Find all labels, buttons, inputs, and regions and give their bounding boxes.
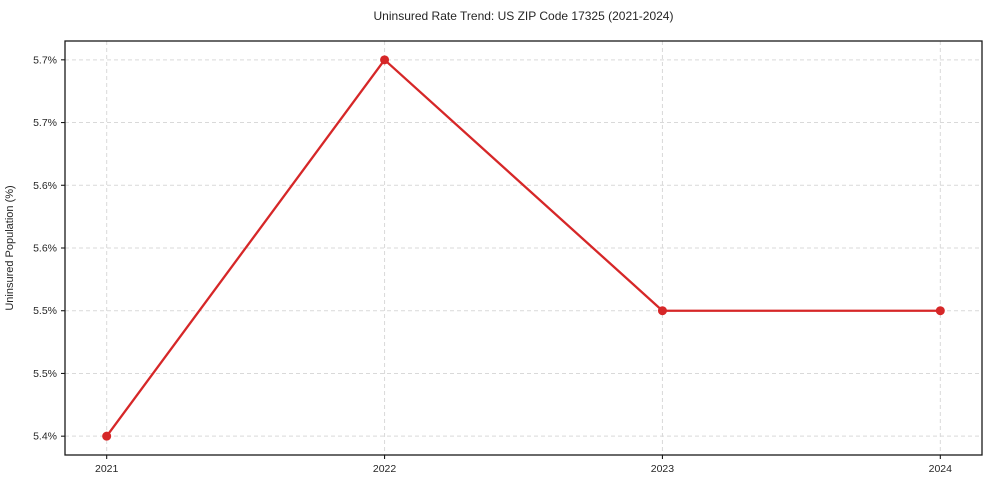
chart-title: Uninsured Rate Trend: US ZIP Code 17325 … [373, 9, 674, 23]
y-tick-label: 5.4% [33, 431, 57, 443]
y-tick-label: 5.6% [33, 180, 57, 192]
data-point [102, 431, 112, 441]
x-tick-label: 2021 [95, 463, 119, 475]
y-tick-label: 5.7% [33, 117, 57, 129]
x-tick-label: 2023 [651, 463, 675, 475]
data-point [380, 55, 390, 65]
y-tick-label: 5.7% [33, 54, 57, 66]
x-tick-label: 2022 [373, 463, 397, 475]
y-tick-label: 5.5% [33, 305, 57, 317]
trend-line [105, 58, 942, 438]
data-point [657, 306, 667, 316]
x-tick-label: 2024 [929, 463, 953, 475]
plot-dynamic-layer: 2021 2022 2023 2024 5.4% 5.5% 5.5% 5.6% 5.6% 5.7%… [33, 40, 983, 475]
y-tick-label: 5.6% [33, 243, 57, 255]
y-tick-label: 5.5% [33, 368, 57, 380]
data-point [935, 306, 945, 316]
y-axis-label: Uninsured Population (%) [4, 185, 16, 310]
